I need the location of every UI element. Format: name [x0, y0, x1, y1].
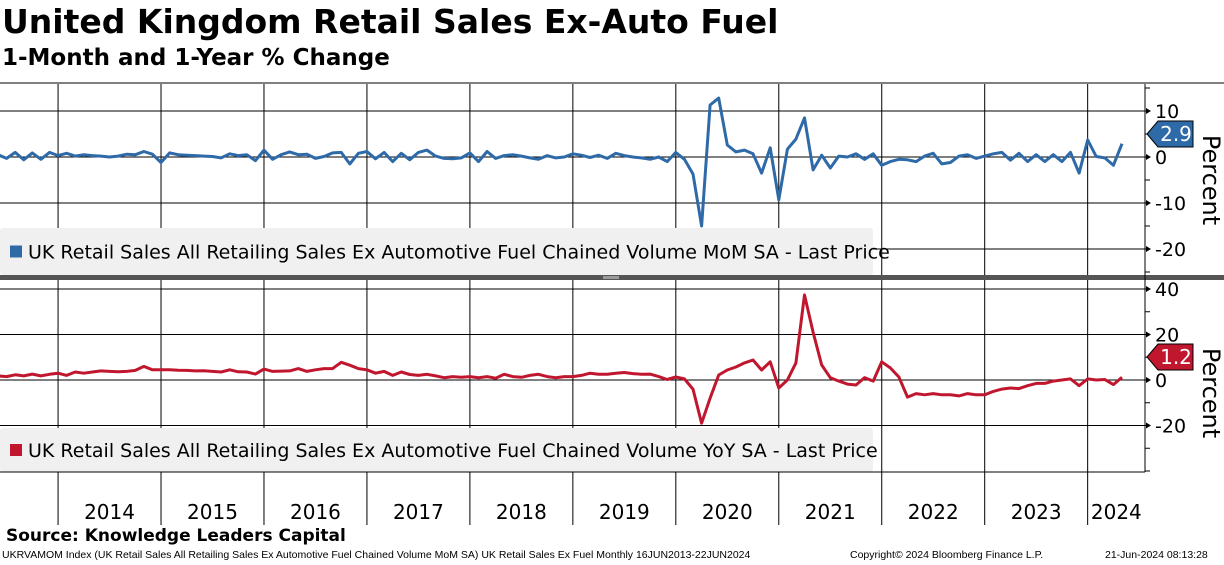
- last-value-label: 2.9: [1160, 122, 1192, 146]
- series-line: [0, 293, 1123, 425]
- last-value-label: 1.2: [1160, 345, 1192, 369]
- x-tick-label: 2019: [599, 500, 650, 524]
- x-tick-label: 2022: [908, 500, 959, 524]
- panel-divider-handle: [603, 276, 619, 279]
- series-line: [0, 96, 1124, 228]
- legend-label: UK Retail Sales All Retailing Sales Ex A…: [28, 440, 878, 462]
- legend-swatch: [10, 444, 22, 456]
- x-tick-label: 2017: [393, 500, 444, 524]
- y-tick-label: 20: [1155, 325, 1179, 347]
- legend-swatch: [10, 245, 22, 258]
- legend-label: UK Retail Sales All Retailing Sales Ex A…: [28, 242, 890, 264]
- y-tick-label: 0: [1155, 370, 1167, 392]
- last-value-tag: [1146, 343, 1194, 371]
- last-value-tag: [1146, 120, 1194, 148]
- chart-subtitle: 1-Month and 1-Year % Change: [2, 45, 390, 71]
- y-tick-label: -10: [1155, 193, 1186, 215]
- y-tick-label: 10: [1155, 101, 1179, 123]
- x-tick-label: 2024: [1091, 500, 1142, 524]
- x-tick-label: 2023: [1011, 500, 1062, 524]
- y-tick-label: 0: [1155, 147, 1167, 169]
- chart-title: United Kingdom Retail Sales Ex-Auto Fuel: [2, 2, 779, 41]
- footer-description: UKRVAMOM Index (UK Retail Sales All Reta…: [2, 549, 751, 561]
- x-tick-label: 2014: [84, 500, 135, 524]
- x-tick-label: 2018: [496, 500, 547, 524]
- footer-timestamp: 21-Jun-2024 08:13:28: [1105, 549, 1208, 561]
- legend-box: [0, 228, 873, 275]
- y-axis-label: Percent: [1197, 348, 1224, 438]
- y-tick-label: 40: [1155, 279, 1179, 301]
- y-tick-label: -20: [1155, 239, 1186, 261]
- x-tick-label: 2015: [187, 500, 238, 524]
- x-tick-label: 2021: [805, 500, 856, 524]
- x-tick-label: 2016: [290, 500, 341, 524]
- legend-box: [0, 428, 873, 472]
- y-axis-label: Percent: [1197, 135, 1224, 225]
- y-tick-label: -20: [1155, 416, 1186, 438]
- x-tick-label: 2020: [702, 500, 753, 524]
- source-note: Source: Knowledge Leaders Capital: [6, 526, 346, 546]
- footer-copyright: Copyright© 2024 Bloomberg Finance L.P.: [850, 549, 1044, 561]
